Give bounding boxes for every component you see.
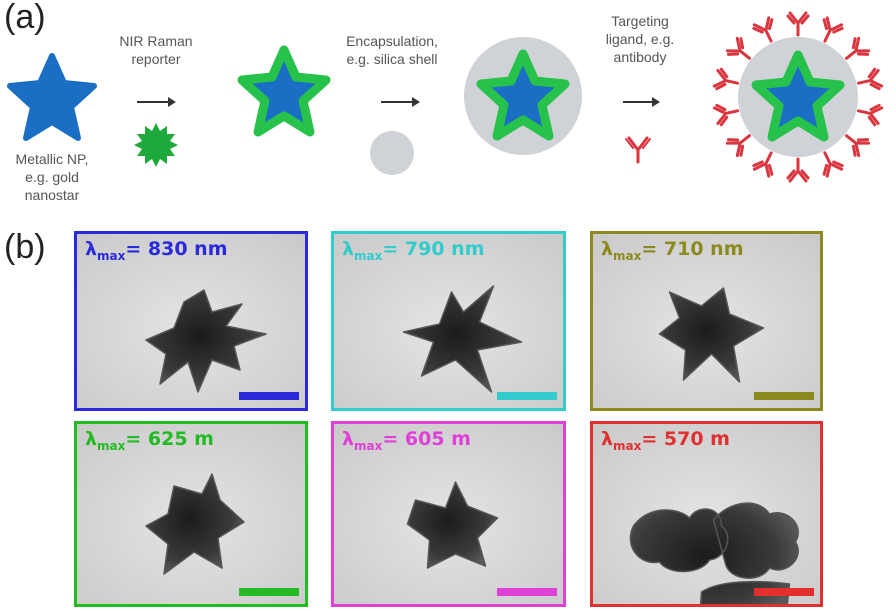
- tem-micrograph-image: [593, 424, 820, 604]
- lambda-subscript: max: [354, 249, 383, 263]
- arrow-icon: [137, 97, 176, 107]
- silica-shell-icon: [370, 131, 414, 175]
- lambda-subscript: max: [354, 439, 383, 453]
- antibody-icon: [822, 151, 844, 178]
- gold-nanostar-icon: [10, 56, 94, 138]
- lambda-value: = 625 m: [125, 428, 214, 450]
- antibody-icon: [725, 36, 752, 60]
- tem-image-tile: λmax= 830 nm: [74, 231, 308, 411]
- nanostar-particle: [145, 289, 267, 393]
- antibody-icon: [625, 136, 651, 164]
- antibody-icon: [712, 103, 740, 127]
- antibody-icon: [725, 134, 752, 158]
- tem-micrograph-image: [334, 234, 563, 408]
- antibody-icon: [752, 151, 774, 178]
- lambda-symbol: λ: [85, 238, 98, 260]
- lambda-symbol: λ: [85, 428, 98, 450]
- lambda-subscript: max: [97, 249, 126, 263]
- scale-bar: [239, 588, 299, 596]
- nanostar-particle: [658, 287, 765, 383]
- tem-image-tile: λmax= 625 m: [74, 421, 308, 607]
- tem-image-tile: λmax= 605 m: [331, 421, 566, 607]
- tem-micrograph-image: [77, 424, 305, 604]
- functionalized-nanoparticle-icon: [712, 11, 884, 183]
- arrow-icon: [623, 97, 660, 107]
- lambda-symbol: λ: [601, 238, 614, 260]
- lambda-value: = 710 nm: [641, 238, 744, 260]
- antibody-icon: [856, 103, 884, 127]
- antibody-icon: [856, 67, 884, 91]
- scale-bar: [239, 392, 299, 400]
- raman-reporter-icon: [134, 123, 178, 167]
- nanostar-particle: [406, 481, 499, 569]
- scale-bar: [754, 588, 814, 596]
- lambda-symbol: λ: [342, 428, 355, 450]
- lambda-value: = 790 nm: [382, 238, 485, 260]
- lambda-max-label: λmax= 790 nm: [342, 238, 485, 263]
- panel-b-label: (b): [4, 228, 46, 266]
- scale-bar: [497, 392, 557, 400]
- arrow-icon: [381, 97, 420, 107]
- antibody-icon: [786, 11, 810, 37]
- scale-bar: [754, 392, 814, 400]
- antibody-icon: [752, 16, 774, 43]
- encapsulated-nanostar-icon: [464, 37, 582, 155]
- caption-targeting: Targeting ligand, e.g. antibody: [605, 13, 675, 65]
- nanostar-particle: [402, 285, 523, 393]
- lambda-max-label: λmax= 570 m: [601, 428, 730, 453]
- lambda-value: = 570 m: [641, 428, 730, 450]
- tem-image-tile: λmax= 570 m: [590, 421, 823, 607]
- lambda-max-label: λmax= 830 nm: [85, 238, 228, 263]
- caption-raman-reporter: NIR Raman reporter: [119, 33, 193, 67]
- caption-metallic-np: Metallic NP, e.g. gold nanostar: [15, 151, 89, 203]
- antibody-icon: [822, 16, 844, 43]
- lambda-value: = 605 m: [382, 428, 471, 450]
- lambda-max-label: λmax= 605 m: [342, 428, 471, 453]
- lambda-subscript: max: [613, 249, 642, 263]
- panel-a-label: (a): [4, 0, 46, 36]
- tem-micrograph-image: [77, 234, 305, 408]
- scale-bar: [497, 588, 557, 596]
- tem-image-tile: λmax= 710 nm: [590, 231, 823, 411]
- lambda-symbol: λ: [601, 428, 614, 450]
- coated-nanostar-icon: [242, 50, 326, 132]
- lambda-subscript: max: [613, 439, 642, 453]
- tem-micrograph-image: [593, 234, 820, 408]
- tem-micrograph-image: [334, 424, 563, 604]
- lambda-subscript: max: [97, 439, 126, 453]
- lambda-value: = 830 nm: [125, 238, 228, 260]
- antibody-icon: [844, 36, 871, 60]
- lambda-symbol: λ: [342, 238, 355, 260]
- schematic-diagram: [0, 11, 884, 183]
- antibody-icon: [712, 67, 740, 91]
- antibody-icon: [844, 134, 871, 158]
- tem-image-tile: λmax= 790 nm: [331, 231, 566, 411]
- nanostar-particle: [629, 502, 799, 604]
- nanostar-particle: [145, 473, 245, 575]
- antibody-icon: [786, 157, 810, 183]
- caption-encapsulation: Encapsulation, e.g. silica shell: [346, 33, 438, 67]
- lambda-max-label: λmax= 625 m: [85, 428, 214, 453]
- lambda-max-label: λmax= 710 nm: [601, 238, 744, 263]
